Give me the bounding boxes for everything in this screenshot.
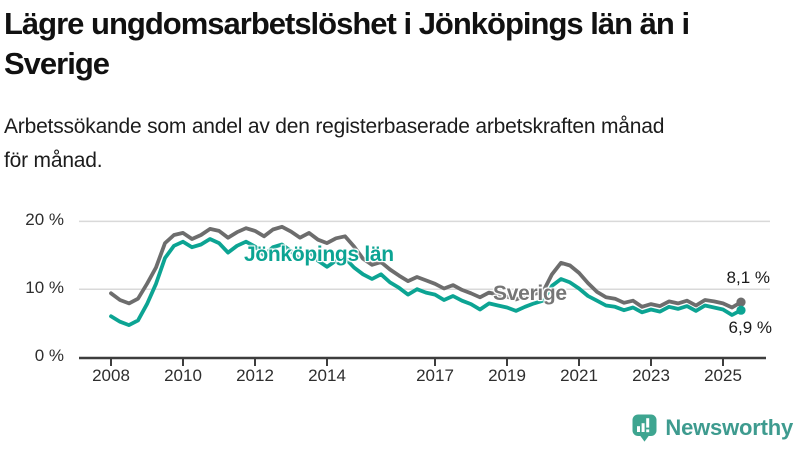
newsworthy-speech-bubble-chart-icon	[632, 414, 657, 442]
page-title: Lägre ungdomsarbetslöshet i Jönköpings l…	[4, 4, 796, 84]
page-subtitle-line-1: Arbetssökande som andel av den registerb…	[4, 115, 665, 138]
x-tick-label: 2010	[164, 366, 202, 385]
x-tick-label: 2025	[704, 366, 742, 385]
end-value-label-jonkopings-lan: 6,9 %	[728, 318, 772, 337]
newsworthy-wordmark: Newsworthy	[665, 415, 793, 440]
series-end-dot-jonkopings-lan	[736, 305, 746, 315]
series-end-dot-sverige	[736, 297, 746, 307]
page-subtitle-line-2: för månad.	[4, 149, 103, 172]
x-tick-label: 2014	[308, 366, 346, 385]
x-tick-label: 2012	[236, 366, 274, 385]
x-tick-label: 2008	[92, 366, 130, 385]
series-label-jonkopings-lan: Jönköpings län	[244, 243, 394, 266]
page-title-line-2: Sverige	[4, 46, 110, 81]
y-tick-label: 10 %	[25, 278, 64, 298]
page-title-line-1: Lägre ungdomsarbetslöshet i Jönköpings l…	[4, 6, 690, 41]
page-subtitle: Arbetssökande som andel av den registerb…	[4, 110, 796, 178]
x-tick-label: 2017	[416, 366, 454, 385]
x-tick-label: 2019	[488, 366, 526, 385]
y-tick-label: 0 %	[34, 346, 64, 365]
series-line-sverige	[109, 224, 743, 310]
end-value-label-sverige: 8,1 %	[726, 268, 770, 287]
y-tick-label: 20 %	[25, 210, 64, 230]
x-tick-label: 2021	[560, 366, 598, 385]
series-label-sverige: Sverige	[493, 282, 567, 305]
x-tick-label: 2023	[632, 366, 670, 385]
series-line-jonkopings-lan	[109, 237, 743, 328]
newsworthy-logo: Newsworthy	[632, 414, 793, 442]
